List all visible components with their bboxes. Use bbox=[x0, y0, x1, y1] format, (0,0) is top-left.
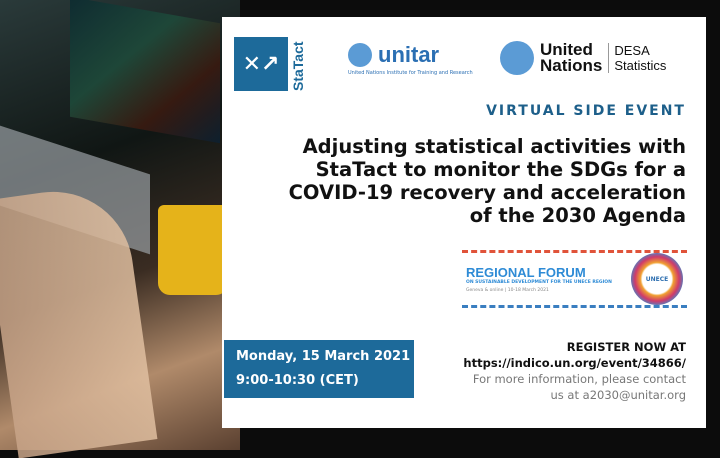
laptop-screen bbox=[70, 0, 220, 144]
statact-logo-text: StaTact bbox=[290, 41, 306, 91]
un-emblem-icon bbox=[500, 41, 534, 75]
un-desa-logo: United Nations DESA Statistics bbox=[500, 41, 666, 75]
event-type: VIRTUAL SIDE EVENT bbox=[486, 103, 686, 119]
flyer-panel: ✕↗ StaTact unitar United Nations Institu… bbox=[222, 17, 706, 428]
event-title: Adjusting statistical activities with St… bbox=[288, 135, 686, 227]
unece-logo: UNECE bbox=[631, 253, 683, 305]
contact-email-link[interactable]: a2030@unitar.org bbox=[582, 388, 686, 402]
registration-link[interactable]: https://indico.un.org/event/34866/ bbox=[463, 356, 686, 370]
yellow-mug bbox=[158, 205, 228, 295]
event-date: Monday, 15 March 2021 bbox=[236, 349, 411, 364]
event-time: 9:00-10:30 (CET) bbox=[236, 373, 359, 388]
statact-logo: ✕↗ bbox=[234, 37, 288, 91]
un-emblem-icon bbox=[348, 43, 372, 67]
event-date-box: Monday, 15 March 2021 9:00-10:30 (CET) bbox=[224, 340, 414, 398]
background-photo bbox=[0, 0, 240, 458]
unitar-logo: unitar United Nations Institute for Trai… bbox=[348, 42, 473, 76]
regional-forum-banner: REGIONAL FORUM ON SUSTAINABLE DEVELOPMEN… bbox=[462, 250, 687, 308]
registration-info: REGISTER NOW AT https://indico.un.org/ev… bbox=[463, 340, 686, 402]
